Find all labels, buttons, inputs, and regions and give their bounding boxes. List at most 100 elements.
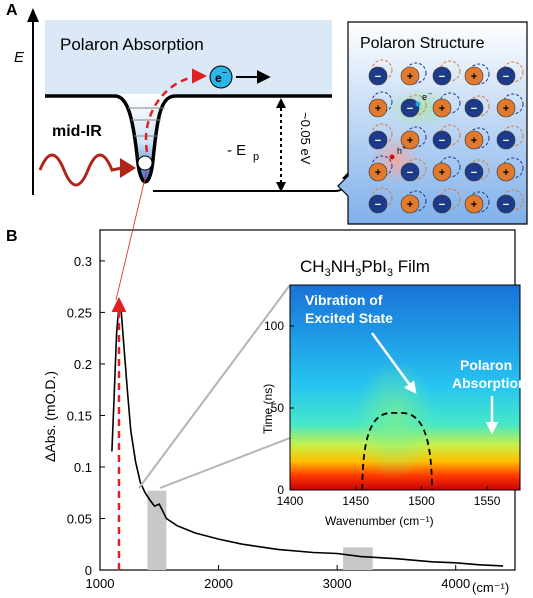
main-y-tick-label-5: 0.25 — [67, 305, 92, 320]
polaron-electron-dot — [415, 101, 421, 107]
cation-sign-17: + — [439, 167, 445, 179]
anion-sign-18: − — [471, 167, 477, 179]
cation-sign-23: + — [471, 199, 477, 211]
free-electron-icon — [209, 65, 233, 89]
ion-lattice: − + − + −+ − + − +− + − + −+ − + − +− + − + − — [368, 59, 524, 214]
anion-sign-4: − — [503, 71, 509, 83]
polaron-hole-sup: + — [402, 145, 406, 152]
main-y-tick-label-1: 0.05 — [67, 511, 92, 526]
cation-17 — [432, 162, 452, 182]
anion-6 — [400, 98, 420, 118]
anion-sign-8: − — [471, 103, 477, 115]
inset-y-tick-label-1: 50 — [271, 401, 285, 415]
cation-sign-11: + — [407, 135, 413, 147]
cation-3 — [464, 66, 484, 86]
shaded-region-1 — [343, 547, 373, 570]
inset-heatmap-chart: 1400 1450 1500 1550 0 50 100 Vibration of Exci… — [261, 284, 527, 528]
free-electron-sup: − — [222, 68, 227, 77]
inset-y-tick-label-2: 100 — [264, 319, 284, 333]
banner-title: Polaron Absorption — [60, 35, 204, 54]
excitation-label: mid-IR — [52, 123, 102, 140]
cation-5 — [368, 98, 388, 118]
anion-8 — [464, 98, 484, 118]
binding-arrow-bottom — [276, 182, 286, 192]
free-electron-label: e — [215, 71, 222, 85]
zoom-line-top — [138, 284, 291, 489]
main-x-tick-label-2: 3000 — [323, 576, 352, 591]
anion-12 — [432, 130, 452, 150]
vibration-arrow — [370, 332, 417, 395]
anion-sign-20: − — [375, 199, 381, 211]
polaron-hole-dot — [389, 154, 395, 160]
polaron-label-line1: Polaron — [460, 357, 512, 373]
cation-7 — [432, 98, 452, 118]
bound-electron — [137, 155, 153, 171]
inset-x-tick-label-2: 1500 — [408, 494, 435, 508]
main-y-tick-label-6: 0.3 — [74, 254, 92, 269]
cation-sign-7: + — [439, 103, 445, 115]
shaded-regions — [147, 490, 373, 570]
inset-y-axis-label: Time (ns) — [261, 384, 275, 434]
panel-connector-line — [115, 169, 148, 301]
structure-title: Polaron Structure — [360, 35, 485, 52]
excitation-arrow — [144, 68, 207, 153]
cation-15 — [368, 162, 388, 182]
main-x-tick-label-3: 4000 — [441, 576, 470, 591]
anion-16 — [400, 162, 420, 182]
main-y-tick-label-4: 0.2 — [74, 357, 92, 372]
polaron-electron-label: e — [422, 92, 427, 102]
potential-well-curve — [45, 94, 332, 184]
anion-sign-6: − — [407, 103, 413, 115]
main-x-tick-label-1: 2000 — [204, 576, 233, 591]
cation-sign-5: + — [375, 103, 381, 115]
binding-energy-value: ~0.05 eV — [298, 112, 313, 165]
energy-axis-arrowhead — [27, 8, 39, 22]
anion-4 — [496, 66, 516, 86]
shaded-region-0 — [147, 490, 167, 570]
cation-21 — [400, 194, 420, 214]
anion-2 — [432, 66, 452, 86]
anion-sign-22: − — [439, 199, 445, 211]
vibration-label-line1: Vibration of — [305, 292, 383, 308]
main-y-axis-label: ΔAbs. (mO.D.) — [42, 371, 58, 462]
anion-sign-16: − — [407, 167, 413, 179]
photon-wave — [38, 153, 123, 187]
cation-sign-3: + — [471, 71, 477, 83]
cation-9 — [496, 98, 516, 118]
anion-0 — [368, 66, 388, 86]
cation-sign-21: + — [407, 199, 413, 211]
cation-sign-19: + — [503, 167, 509, 179]
anion-sign-12: − — [439, 135, 445, 147]
anion-sign-0: − — [375, 71, 381, 83]
panel-a-letter: A — [6, 2, 18, 19]
anion-24 — [496, 194, 516, 214]
cation-13 — [464, 130, 484, 150]
main-x-unit-label: (cm⁻¹) — [472, 580, 509, 595]
inset-x-axis-label: Wavenumber (cm⁻¹) — [325, 514, 434, 528]
dashed-arc — [361, 411, 433, 491]
anion-sign-24: − — [503, 199, 509, 211]
polaron-structure-box: Polaron Structure − + − + −+ − + − +− + − + −+ − + − +− +… — [337, 21, 528, 225]
anion-sign-10: − — [375, 135, 381, 147]
inset-axis-ticks: 1400 1450 1500 1550 0 50 100 — [264, 319, 501, 508]
cation-23 — [464, 194, 484, 214]
energy-axis-label: E — [14, 49, 25, 66]
zoom-line-bottom — [159, 437, 291, 489]
panel-b-letter: B — [6, 228, 18, 245]
polaron-electron-sup: − — [428, 91, 432, 98]
inset-y-tick-label-0: 0 — [277, 483, 284, 497]
anion-18 — [464, 162, 484, 182]
spectrum-line — [111, 303, 504, 567]
structure-pointer — [153, 167, 356, 192]
film-label: CH3NH3PbI3 Film — [300, 257, 430, 279]
anion-20 — [368, 194, 388, 214]
main-y-tick-label-3: 0.15 — [67, 408, 92, 423]
cation-1 — [400, 66, 420, 86]
binding-arrow-top — [276, 98, 286, 108]
panel-a: E Polaron Absorption mid-IR e − - E p ~0… — [14, 8, 528, 225]
cation-19 — [496, 162, 516, 182]
photon-arrowhead — [120, 158, 136, 178]
